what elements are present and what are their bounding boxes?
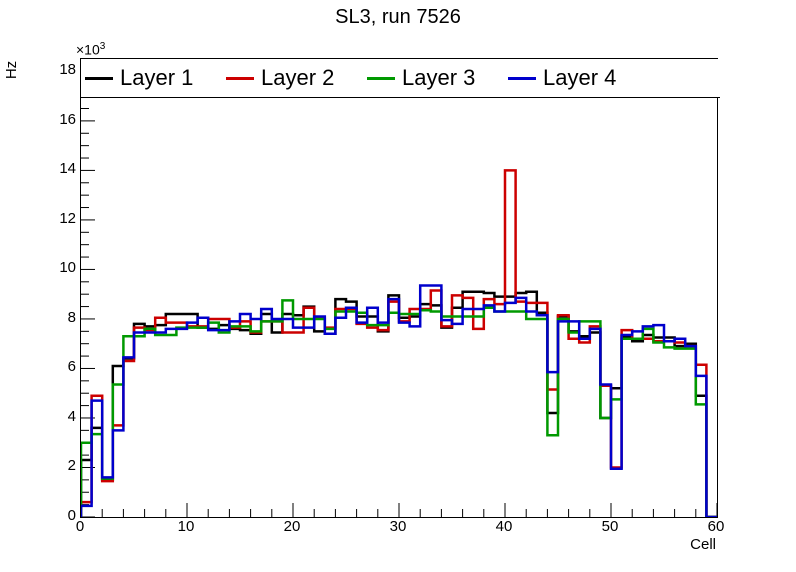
y-tick-label-4: 4 [67, 407, 76, 425]
x-tick-label-10: 10 [177, 518, 195, 535]
x-axis-title: Cell [690, 536, 716, 553]
legend-box: Layer 1 Layer 2 Layer 3 Layer 4 [81, 59, 720, 98]
x-tick-label-20: 20 [283, 518, 301, 535]
x-tick-label-0: 0 [75, 518, 85, 535]
legend-line-swatch [508, 76, 536, 80]
legend-label: Layer 3 [402, 65, 476, 90]
legend-entry-layer-4: Layer 4 [508, 67, 649, 89]
y-tick-label-14: 14 [59, 160, 76, 178]
chart-title: SL3, run 7526 [335, 6, 461, 28]
y-axis-multiplier-exponent: 3 [99, 41, 106, 52]
y-axis-multiplier: ×103 [76, 41, 105, 58]
legend-line-swatch [226, 76, 254, 80]
legend-label: Layer 4 [543, 65, 617, 90]
x-tick-label-60: 60 [707, 518, 725, 535]
y-tick-label-10: 10 [59, 259, 76, 277]
legend-entry-layer-2: Layer 2 [226, 67, 367, 89]
legend-entry-layer-1: Layer 1 [85, 67, 226, 89]
histogram-line-layer-4 [81, 284, 717, 517]
legend-label: Layer 1 [120, 65, 194, 90]
legend-line-swatch [85, 76, 113, 80]
y-tick-label-12: 12 [59, 209, 76, 227]
y-tick-label-2: 2 [67, 457, 76, 475]
y-tick-label-18: 18 [59, 61, 76, 79]
y-tick-label-6: 6 [67, 358, 76, 376]
histogram-plot-area [81, 59, 717, 517]
x-tick-label-40: 40 [495, 518, 513, 535]
legend-entry-layer-3: Layer 3 [367, 67, 508, 89]
x-tick-label-50: 50 [601, 518, 619, 535]
y-tick-label-0: 0 [67, 507, 76, 524]
y-tick-label-8: 8 [67, 308, 76, 326]
x-tick-label-30: 30 [389, 518, 407, 535]
y-axis-multiplier-prefix: ×10 [76, 41, 100, 58]
legend-label: Layer 2 [261, 65, 335, 90]
plot-frame: Layer 1 Layer 2 Layer 3 Layer 4 [80, 58, 720, 518]
legend-line-swatch [367, 76, 395, 80]
y-tick-label-16: 16 [59, 110, 76, 128]
